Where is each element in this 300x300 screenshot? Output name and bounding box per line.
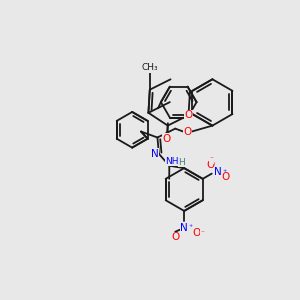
Text: O: O <box>184 110 193 120</box>
Text: CH₃: CH₃ <box>142 64 158 73</box>
Text: H: H <box>178 158 185 167</box>
Text: NH: NH <box>166 157 179 166</box>
Text: O: O <box>183 127 191 136</box>
Text: ⁺: ⁺ <box>223 168 227 177</box>
Text: O: O <box>222 172 230 182</box>
Text: O: O <box>193 228 201 238</box>
Text: N: N <box>214 167 222 177</box>
Text: O: O <box>171 232 179 242</box>
Text: O: O <box>163 134 171 144</box>
Text: ⁻: ⁻ <box>200 229 204 238</box>
Text: N: N <box>180 223 188 233</box>
Text: ⁻: ⁻ <box>209 154 213 163</box>
Text: O: O <box>206 160 214 170</box>
Text: ⁺: ⁺ <box>189 224 193 232</box>
Text: N: N <box>151 149 158 159</box>
